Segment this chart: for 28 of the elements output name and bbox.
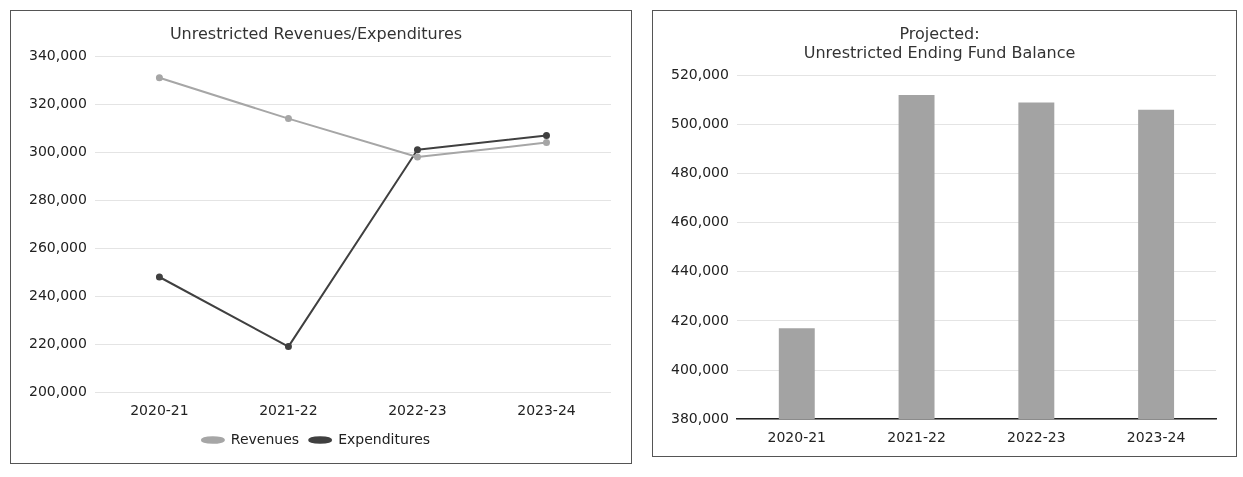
y-tick-label: 200,000: [28, 382, 87, 399]
y-tick-label: 380,000: [670, 409, 729, 426]
y-tick-label: 220,000: [28, 334, 87, 351]
y-tick-label: 280,000: [28, 190, 87, 207]
x-tick-label: 2021-22: [259, 402, 318, 419]
y-tick-label: 420,000: [670, 311, 729, 328]
y-tick-label: 500,000: [670, 115, 729, 132]
chart-title: Projected: Unrestricted Ending Fund Balance: [803, 23, 1076, 62]
legend-label: Revenues: [230, 430, 300, 447]
y-tick-label: 480,000: [670, 164, 729, 181]
x-tick-label: 2023-24: [517, 402, 576, 419]
y-tick-label: 320,000: [28, 94, 87, 111]
x-tick-label: 2023-24: [1126, 429, 1186, 446]
x-tick-label: 2020-21: [130, 402, 189, 419]
y-tick-label: 460,000: [670, 213, 729, 230]
x-tick-label: 2020-21: [767, 429, 827, 446]
y-tick-label: 400,000: [670, 360, 729, 377]
y-tick-label: 300,000: [28, 142, 87, 159]
legend-label: Expenditures: [338, 430, 431, 447]
x-tick-label: 2022-23: [1007, 429, 1066, 446]
y-tick-label: 340,000: [28, 46, 87, 63]
y-tick-label: 520,000: [670, 66, 729, 83]
x-tick-label: 2021-22: [887, 429, 946, 446]
y-tick-label: 260,000: [28, 238, 87, 255]
y-tick-label: 440,000: [670, 262, 729, 279]
x-tick-label: 2022-23: [388, 402, 447, 419]
y-tick-label: 240,000: [28, 286, 87, 303]
chart-title: Unrestricted Revenues/Expenditures: [169, 23, 463, 43]
